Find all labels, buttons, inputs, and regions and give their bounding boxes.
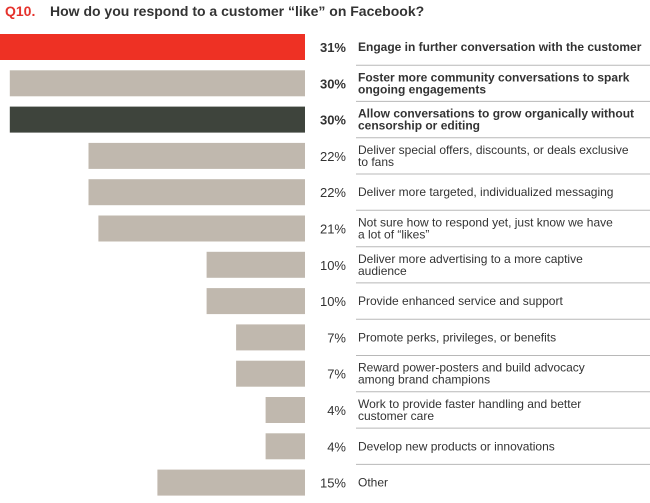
- bar-2: [9, 70, 306, 97]
- category-label-10-line-2: among brand champions: [358, 373, 490, 387]
- category-label-12: Develop new products or innovations: [358, 439, 555, 453]
- value-label-1: 31%: [320, 40, 346, 55]
- category-label-7-line-1: Deliver more advertising to a more capti…: [358, 252, 583, 266]
- category-label-1: Engage in further conversation with the …: [358, 40, 642, 54]
- bar-12: [265, 433, 305, 460]
- category-label-11-line-2: customer care: [358, 409, 434, 423]
- value-label-4: 22%: [320, 149, 346, 164]
- question-number: Q10.: [5, 3, 35, 19]
- bar-4: [88, 142, 305, 169]
- category-label-13: Other: [358, 476, 388, 490]
- bar-5: [88, 179, 305, 206]
- bar-rows: 31% Engage in further conversation with t…: [0, 34, 650, 496]
- value-label-13: 15%: [320, 476, 346, 491]
- category-label-4-line-1: Deliver special offers, discounts, or de…: [358, 143, 629, 157]
- bar-8: [206, 288, 305, 315]
- category-label-2-line-1: Foster more community conversations to s…: [358, 70, 630, 84]
- value-label-11: 4%: [327, 403, 346, 418]
- category-label-4-line-2: to fans: [358, 155, 394, 169]
- bar-3: [9, 106, 306, 133]
- bar-9: [236, 324, 305, 351]
- bar-1: [0, 34, 305, 60]
- bar-7: [206, 251, 305, 278]
- category-label-10-line-1: Reward power-posters and build advocacy: [358, 361, 585, 375]
- value-label-3: 30%: [320, 113, 346, 128]
- bar-10: [236, 360, 305, 387]
- value-label-9: 7%: [327, 330, 346, 345]
- category-label-5: Deliver more targeted, individualized me…: [358, 185, 613, 199]
- category-label-6-line-2: a lot of “likes”: [358, 228, 429, 242]
- bar-13: [157, 469, 305, 496]
- category-label-2-line-2: ongoing engagements: [358, 82, 486, 96]
- category-label-3-line-2: censorship or editing: [358, 119, 480, 133]
- category-label-9: Promote perks, privileges, or benefits: [358, 330, 556, 344]
- bar-6: [98, 215, 306, 242]
- category-label-3-line-1: Allow conversations to grow organically …: [358, 107, 634, 121]
- value-label-5: 22%: [320, 185, 346, 200]
- value-label-7: 10%: [320, 258, 346, 273]
- value-label-8: 10%: [320, 294, 346, 309]
- chart-title: How do you respond to a customer “like” …: [50, 3, 424, 19]
- value-label-10: 7%: [327, 367, 346, 382]
- value-label-6: 21%: [320, 222, 346, 237]
- bar-11: [265, 397, 305, 423]
- value-label-2: 30%: [320, 76, 346, 91]
- category-label-6-line-1: Not sure how to respond yet, just know w…: [358, 216, 613, 230]
- category-label-7-line-2: audience: [358, 264, 407, 278]
- value-label-12: 4%: [327, 439, 346, 454]
- category-label-8: Provide enhanced service and support: [358, 294, 563, 308]
- category-label-11-line-1: Work to provide faster handling and bett…: [358, 397, 581, 411]
